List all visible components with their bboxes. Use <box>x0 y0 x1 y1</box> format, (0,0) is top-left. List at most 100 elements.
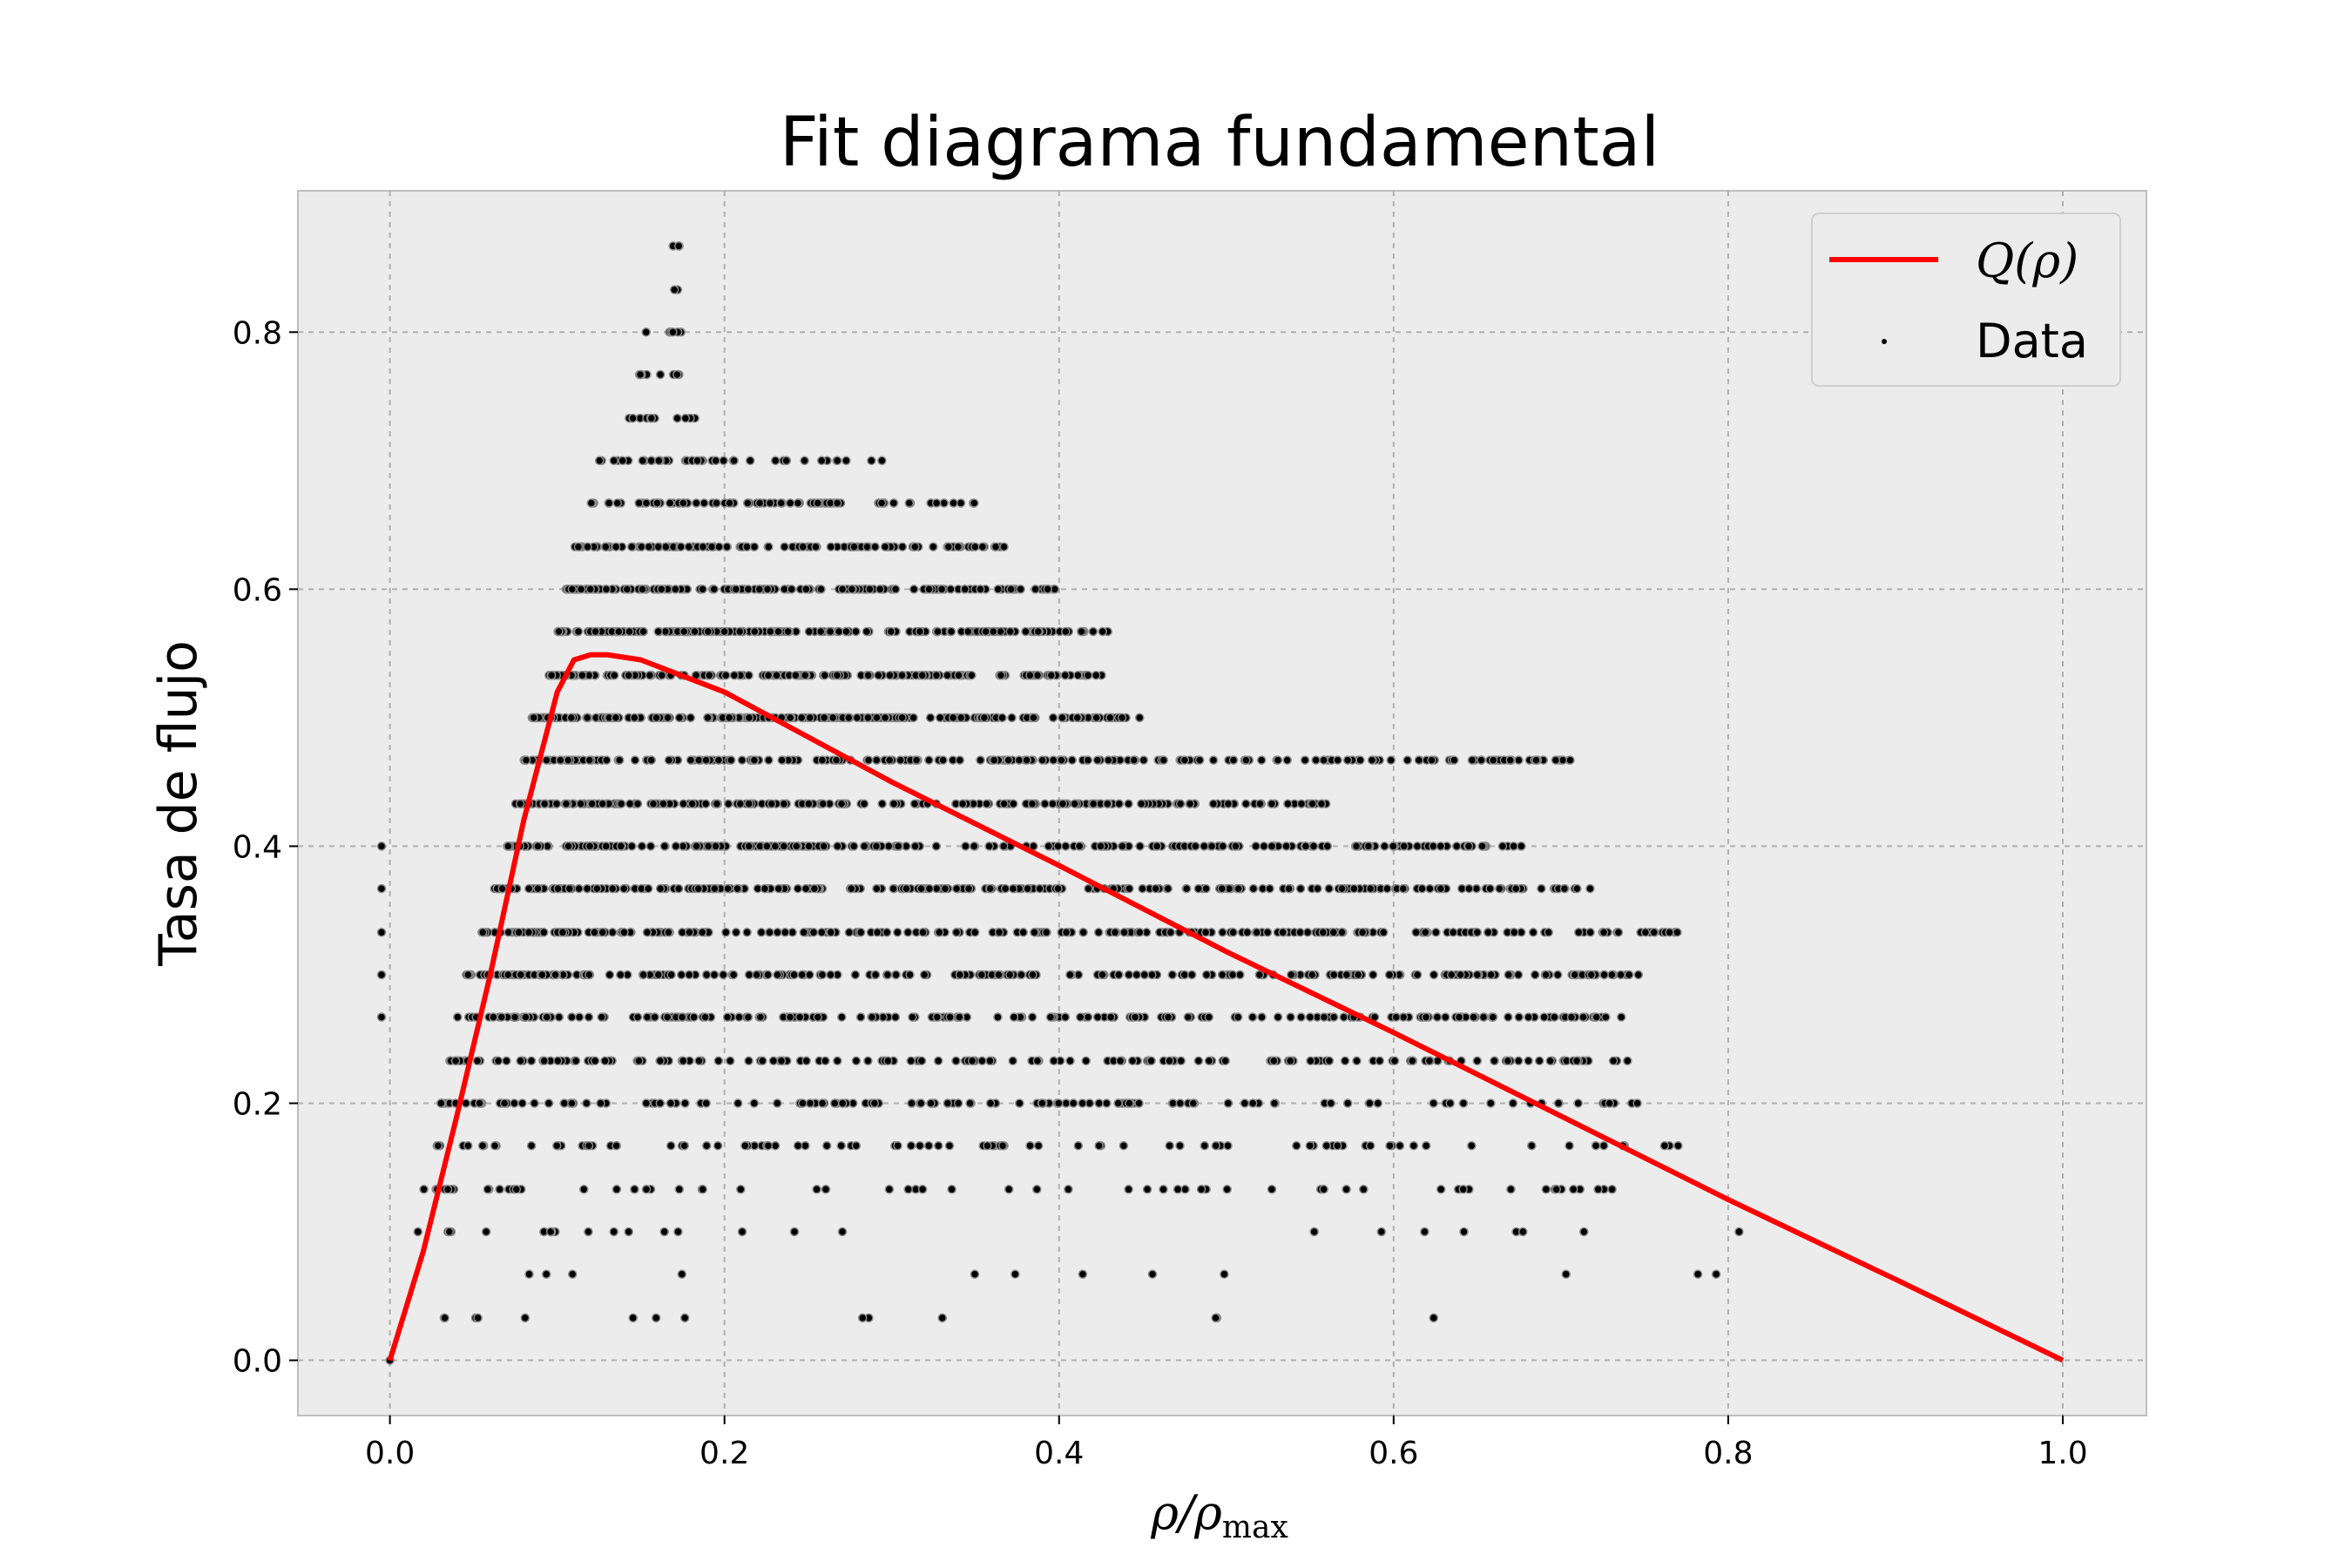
data-point <box>1504 1012 1513 1022</box>
data-point <box>798 542 808 551</box>
data-point <box>574 883 584 894</box>
data-point <box>1044 841 1053 851</box>
data-point <box>709 970 720 980</box>
data-point <box>625 626 634 637</box>
data-point <box>811 542 821 551</box>
data-point <box>690 626 700 637</box>
data-point <box>701 1098 711 1108</box>
data-point <box>1223 1098 1233 1108</box>
data-point <box>712 799 722 808</box>
data-point <box>514 928 524 937</box>
data-point <box>495 1185 504 1194</box>
data-point <box>745 456 755 466</box>
data-point <box>924 585 934 594</box>
data-point <box>804 841 814 851</box>
data-point <box>999 799 1009 808</box>
data-point <box>725 1056 735 1066</box>
data-point <box>473 1313 483 1323</box>
data-point <box>376 928 387 937</box>
data-point <box>909 585 919 594</box>
data-point <box>1233 883 1243 894</box>
data-point <box>705 670 714 680</box>
data-point <box>376 970 387 980</box>
data-point <box>673 1227 683 1237</box>
data-point <box>1296 1012 1306 1022</box>
data-point <box>1105 1012 1116 1022</box>
data-point <box>1200 1140 1210 1151</box>
data-point <box>1425 883 1435 894</box>
data-point <box>1083 755 1093 765</box>
data-point <box>1251 841 1260 851</box>
data-point <box>1004 1185 1014 1194</box>
data-point <box>1247 1012 1258 1022</box>
data-point <box>520 1313 531 1323</box>
data-point <box>902 883 911 894</box>
data-point <box>1561 1269 1571 1279</box>
data-point <box>1081 1056 1091 1066</box>
data-point <box>1469 1012 1478 1022</box>
data-point <box>544 1098 554 1108</box>
data-point <box>679 799 688 808</box>
y-tick-label: 0.8 <box>233 315 282 351</box>
x-tick-label: 0.8 <box>1703 1436 1753 1471</box>
data-point <box>979 713 990 723</box>
data-point <box>1273 1012 1283 1022</box>
data-point <box>1328 928 1339 937</box>
data-point <box>877 456 887 466</box>
data-point <box>1524 1056 1533 1066</box>
data-point <box>1296 799 1307 808</box>
data-point <box>1092 755 1103 765</box>
data-point <box>985 883 995 894</box>
data-point <box>582 883 592 894</box>
data-point <box>837 585 848 594</box>
data-point <box>1072 713 1083 723</box>
data-point <box>713 1056 724 1066</box>
data-point <box>641 498 652 508</box>
data-point <box>609 456 618 466</box>
data-point <box>837 1227 848 1237</box>
data-point <box>818 799 828 808</box>
data-point <box>993 585 1004 594</box>
data-point <box>665 498 675 508</box>
data-point <box>1163 1012 1173 1022</box>
data-point <box>1220 1269 1229 1279</box>
data-point <box>1049 1056 1058 1066</box>
data-point <box>1459 1227 1469 1237</box>
data-point <box>553 883 563 894</box>
data-point <box>1094 1098 1104 1108</box>
data-point <box>1200 928 1211 937</box>
data-point <box>1386 755 1396 765</box>
data-point <box>607 883 618 894</box>
data-point <box>1188 1098 1199 1108</box>
data-point <box>652 498 662 508</box>
data-point <box>1078 1269 1088 1279</box>
x-tick-label: 0.2 <box>700 1436 749 1471</box>
data-point <box>1255 799 1265 808</box>
data-point <box>1436 841 1446 851</box>
data-point <box>832 456 842 466</box>
data-point <box>684 542 694 551</box>
data-point <box>558 928 568 937</box>
data-point <box>1624 970 1634 980</box>
data-point <box>1351 841 1362 851</box>
data-point <box>1201 970 1212 980</box>
x-tick-label: 0.0 <box>365 1436 415 1471</box>
data-point <box>1431 928 1441 937</box>
data-point <box>954 670 963 680</box>
data-point <box>725 498 734 508</box>
y-tick-label: 0.4 <box>233 829 282 865</box>
data-point <box>680 1098 690 1108</box>
data-point <box>960 585 970 594</box>
data-point <box>1478 1012 1489 1022</box>
data-point <box>944 1140 955 1151</box>
data-point <box>743 1012 754 1022</box>
data-point <box>703 713 713 723</box>
data-point <box>701 1140 712 1151</box>
data-point <box>1318 928 1328 937</box>
data-point <box>1065 1056 1075 1066</box>
data-point <box>951 928 962 937</box>
data-point <box>1505 755 1515 765</box>
data-point <box>641 1098 652 1108</box>
data-point <box>1514 1012 1524 1022</box>
data-point <box>872 755 882 765</box>
